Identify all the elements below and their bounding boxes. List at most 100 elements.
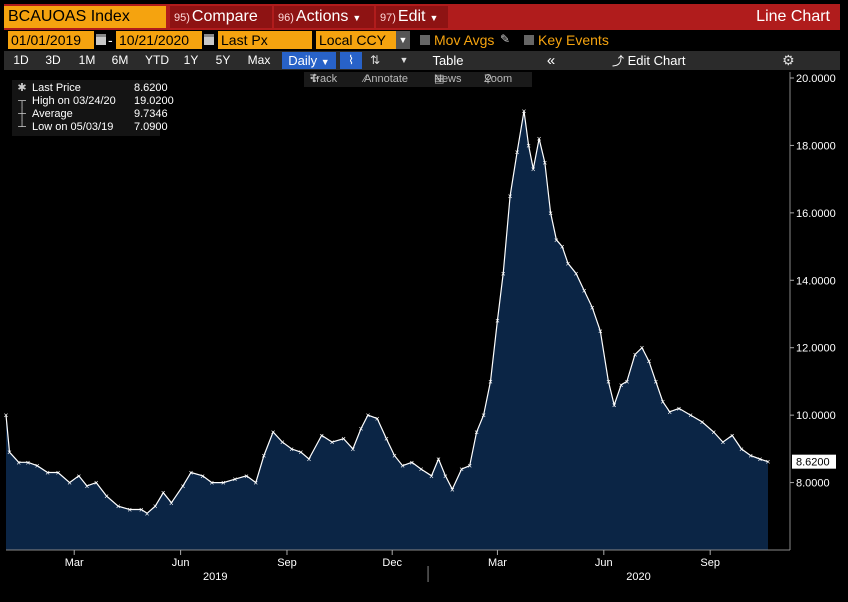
zoom-icon: ⚲ [484, 73, 493, 85]
price-point: × [548, 209, 553, 218]
currency-select[interactable]: Local CCY [316, 31, 396, 49]
range-1d[interactable]: 1D [13, 53, 29, 67]
start-calendar-icon[interactable] [96, 34, 106, 45]
zoom-label: Zoom [484, 73, 513, 85]
x-tick-label: Jun [172, 557, 190, 569]
key-events-label[interactable]: Key Events [538, 32, 609, 48]
price-point: × [233, 475, 238, 484]
annotate-label: Annotate [364, 73, 409, 85]
price-point: × [667, 408, 672, 417]
chart-options-dropdown-icon[interactable]: ▼ [399, 55, 409, 65]
gear-icon[interactable]: ⚙ [782, 52, 795, 68]
price-point: × [700, 418, 705, 427]
legend-high-value: 19.0200 [134, 95, 174, 107]
price-point: × [495, 317, 500, 326]
legend-average: ┼ Average 9.7346 [16, 108, 168, 121]
price-point: × [271, 428, 276, 437]
date-dash: - [108, 32, 113, 48]
legend-high: ┬ High on 03/24/20 19.0200 [16, 95, 174, 108]
price-point: × [359, 425, 364, 434]
low-marker-icon: ┴ [18, 121, 26, 133]
price-point: × [488, 377, 493, 386]
toolbar: 1D 3D 1M 6M YTD 1Y 5Y Max Daily ▼ ⌇ ⇅ ▼ … [4, 51, 840, 70]
average-marker-icon: ┼ [18, 108, 26, 120]
price-point: × [262, 452, 267, 461]
x-tick-label: Sep [277, 557, 297, 569]
edit-button[interactable]: 97) Edit ▼ [376, 6, 448, 28]
x-tick-label: Mar [488, 557, 507, 569]
edit-chart-label: Edit Chart [627, 53, 686, 68]
price-point: × [45, 468, 50, 477]
price-point: × [77, 472, 82, 481]
key-events-checkbox[interactable] [524, 35, 534, 45]
x-tick-label: Dec [382, 557, 402, 569]
price-point: × [537, 135, 542, 144]
edit-caret-icon: ▼ [429, 13, 439, 23]
price-point: × [508, 192, 513, 201]
price-point: × [501, 270, 506, 279]
range-6m[interactable]: 6M [111, 53, 129, 67]
price-point: × [16, 458, 21, 467]
sort-icon[interactable]: ⇅ [369, 53, 381, 67]
price-point: × [189, 468, 194, 477]
range-max[interactable]: Max [247, 53, 271, 67]
y-tick-label: 16.0000 [796, 208, 836, 220]
price-point: × [26, 458, 31, 467]
mov-avgs-label[interactable]: Mov Avgs [434, 32, 495, 48]
range-1m[interactable]: 1M [78, 53, 96, 67]
range-1y[interactable]: 1Y [183, 53, 199, 67]
price-point: × [4, 411, 9, 420]
price-point: × [384, 435, 389, 444]
legend-low-label: Low on 05/03/19 [32, 121, 114, 133]
price-point: × [522, 107, 527, 116]
table-button[interactable]: Table [432, 53, 464, 68]
price-point: × [145, 509, 150, 518]
end-calendar-icon[interactable] [204, 34, 214, 45]
price-point: × [104, 492, 109, 501]
price-point: × [748, 452, 753, 461]
end-date-field[interactable]: 10/21/2020 [116, 31, 202, 49]
collapse-double-chevron-icon[interactable]: « [546, 52, 556, 69]
price-point: × [169, 499, 174, 508]
price-point: × [161, 489, 166, 498]
price-point: × [139, 506, 144, 515]
high-marker-icon: ┬ [18, 95, 26, 107]
price-point: × [730, 431, 735, 440]
currency-dropdown-icon[interactable]: ▼ [396, 31, 410, 49]
pencil-icon[interactable]: ✎ [500, 32, 511, 46]
compare-number: 95) [174, 12, 190, 24]
compare-button[interactable]: 95) Compare [170, 6, 272, 28]
price-point: × [280, 438, 285, 447]
edit-chart-button[interactable]: ⤴ Edit Chart [612, 51, 685, 70]
price-point: × [429, 472, 434, 481]
line-chart-icon[interactable]: ⌇ [340, 52, 362, 69]
range-5y[interactable]: 5Y [215, 53, 231, 67]
price-area [6, 111, 768, 550]
compare-label: Compare [191, 8, 258, 25]
price-point: × [531, 165, 536, 174]
x-tick-label: Mar [65, 557, 84, 569]
legend-average-label: Average [32, 108, 73, 120]
price-field-select[interactable]: Last Px [218, 31, 312, 49]
start-date-field[interactable]: 01/01/2019 [8, 31, 94, 49]
price-point: × [7, 448, 12, 457]
range-ytd[interactable]: YTD [145, 53, 169, 67]
ticker-field[interactable]: BCAUOAS Index [4, 6, 166, 28]
price-point: × [200, 472, 205, 481]
chart-type-title: Line Chart [756, 8, 830, 25]
actions-number: 96) [278, 12, 294, 24]
y-tick-label: 8.0000 [796, 478, 830, 490]
price-point: × [410, 458, 415, 467]
price-point: × [721, 438, 726, 447]
legend-last-price-value: 8.6200 [134, 82, 168, 94]
price-point: × [598, 327, 603, 336]
y-axis-ticks: 8.0000 10.0000 12.0000 14.0000 16.0000 18.000… [790, 73, 836, 490]
range-3d[interactable]: 3D [45, 53, 61, 67]
mov-avgs-checkbox[interactable] [420, 35, 430, 45]
last-value-background [792, 454, 836, 469]
x-axis-ticks: Mar Jun Sep Dec Mar Jun Sep 2019 2020 [65, 550, 720, 583]
period-select[interactable]: Daily ▼ [282, 52, 336, 69]
actions-button[interactable]: 96) Actions ▼ [274, 6, 374, 28]
price-point: × [244, 472, 249, 481]
